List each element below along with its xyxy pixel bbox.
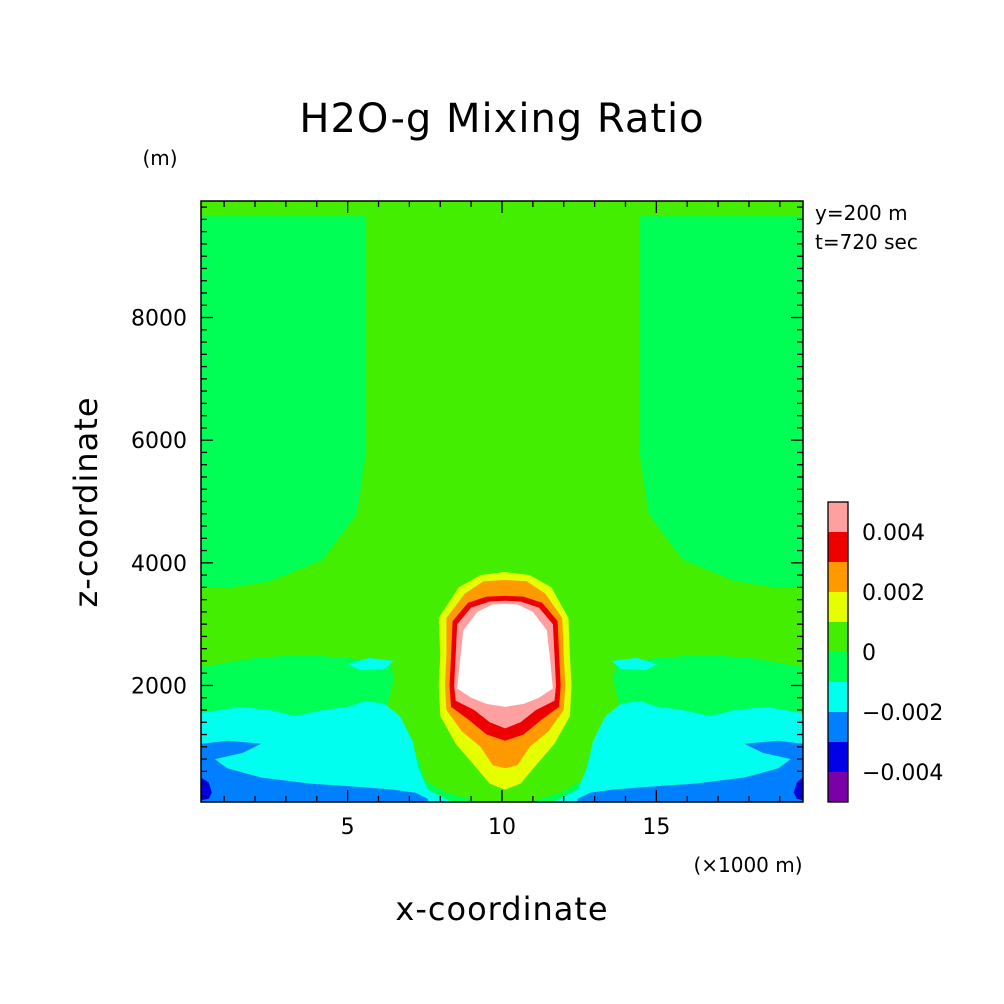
colorbar-swatch — [828, 682, 848, 712]
colorbar-swatch — [828, 592, 848, 622]
axis-ticks: 5 10 15 2000 4000 6000 8000 — [131, 201, 803, 840]
contour-region-7 — [543, 700, 803, 802]
colorbar-tick-label: −0.004 — [862, 761, 943, 786]
y-tick-label: 4000 — [131, 552, 187, 577]
y-tick-label: 2000 — [131, 674, 187, 699]
annotation-t: t=720 sec — [815, 230, 918, 254]
x-tick-label: 10 — [488, 815, 516, 840]
y-tick-label: 8000 — [131, 307, 187, 332]
contour-region-8 — [347, 657, 394, 671]
contour-regions — [201, 201, 803, 802]
colorbar-frame — [827, 501, 849, 803]
contour-region-18 — [457, 603, 553, 707]
colorbar-swatch — [828, 622, 848, 652]
colorbar-swatch — [828, 562, 848, 592]
colorbar-swatch — [828, 742, 848, 772]
contour-region-10 — [201, 740, 428, 802]
colorbar-tick-label: −0.002 — [862, 701, 943, 726]
x-unit-label: (×1000 m) — [693, 853, 802, 877]
colorbar-tick-label: 0.004 — [862, 521, 925, 546]
chart-title: H2O-g Mixing Ratio — [299, 96, 704, 142]
contour-region-9 — [611, 657, 658, 671]
colorbar-swatch — [828, 712, 848, 742]
colorbar: −0.004 −0.002 0 0.002 0.004 — [827, 501, 943, 803]
colorbar-tick-label: 0 — [862, 641, 876, 666]
contour-region-11 — [577, 740, 803, 802]
contour-region-1 — [201, 216, 367, 588]
y-axis-label: z-coordinate — [67, 396, 105, 607]
contour-region-6 — [201, 700, 462, 802]
y-unit-label: (m) — [142, 146, 177, 170]
x-tick-label: 5 — [341, 815, 355, 840]
x-tick-label: 15 — [642, 815, 670, 840]
colorbar-swatch — [828, 502, 848, 532]
colorbar-swatch — [828, 652, 848, 682]
colorbar-swatch — [828, 772, 848, 802]
y-tick-label: 6000 — [131, 429, 187, 454]
colorbar-tick-label: 0.002 — [862, 581, 925, 606]
colorbar-swatch — [828, 532, 848, 562]
contour-region-2 — [639, 216, 803, 588]
annotation-y: y=200 m — [815, 201, 908, 225]
x-axis-label: x-coordinate — [395, 890, 608, 928]
